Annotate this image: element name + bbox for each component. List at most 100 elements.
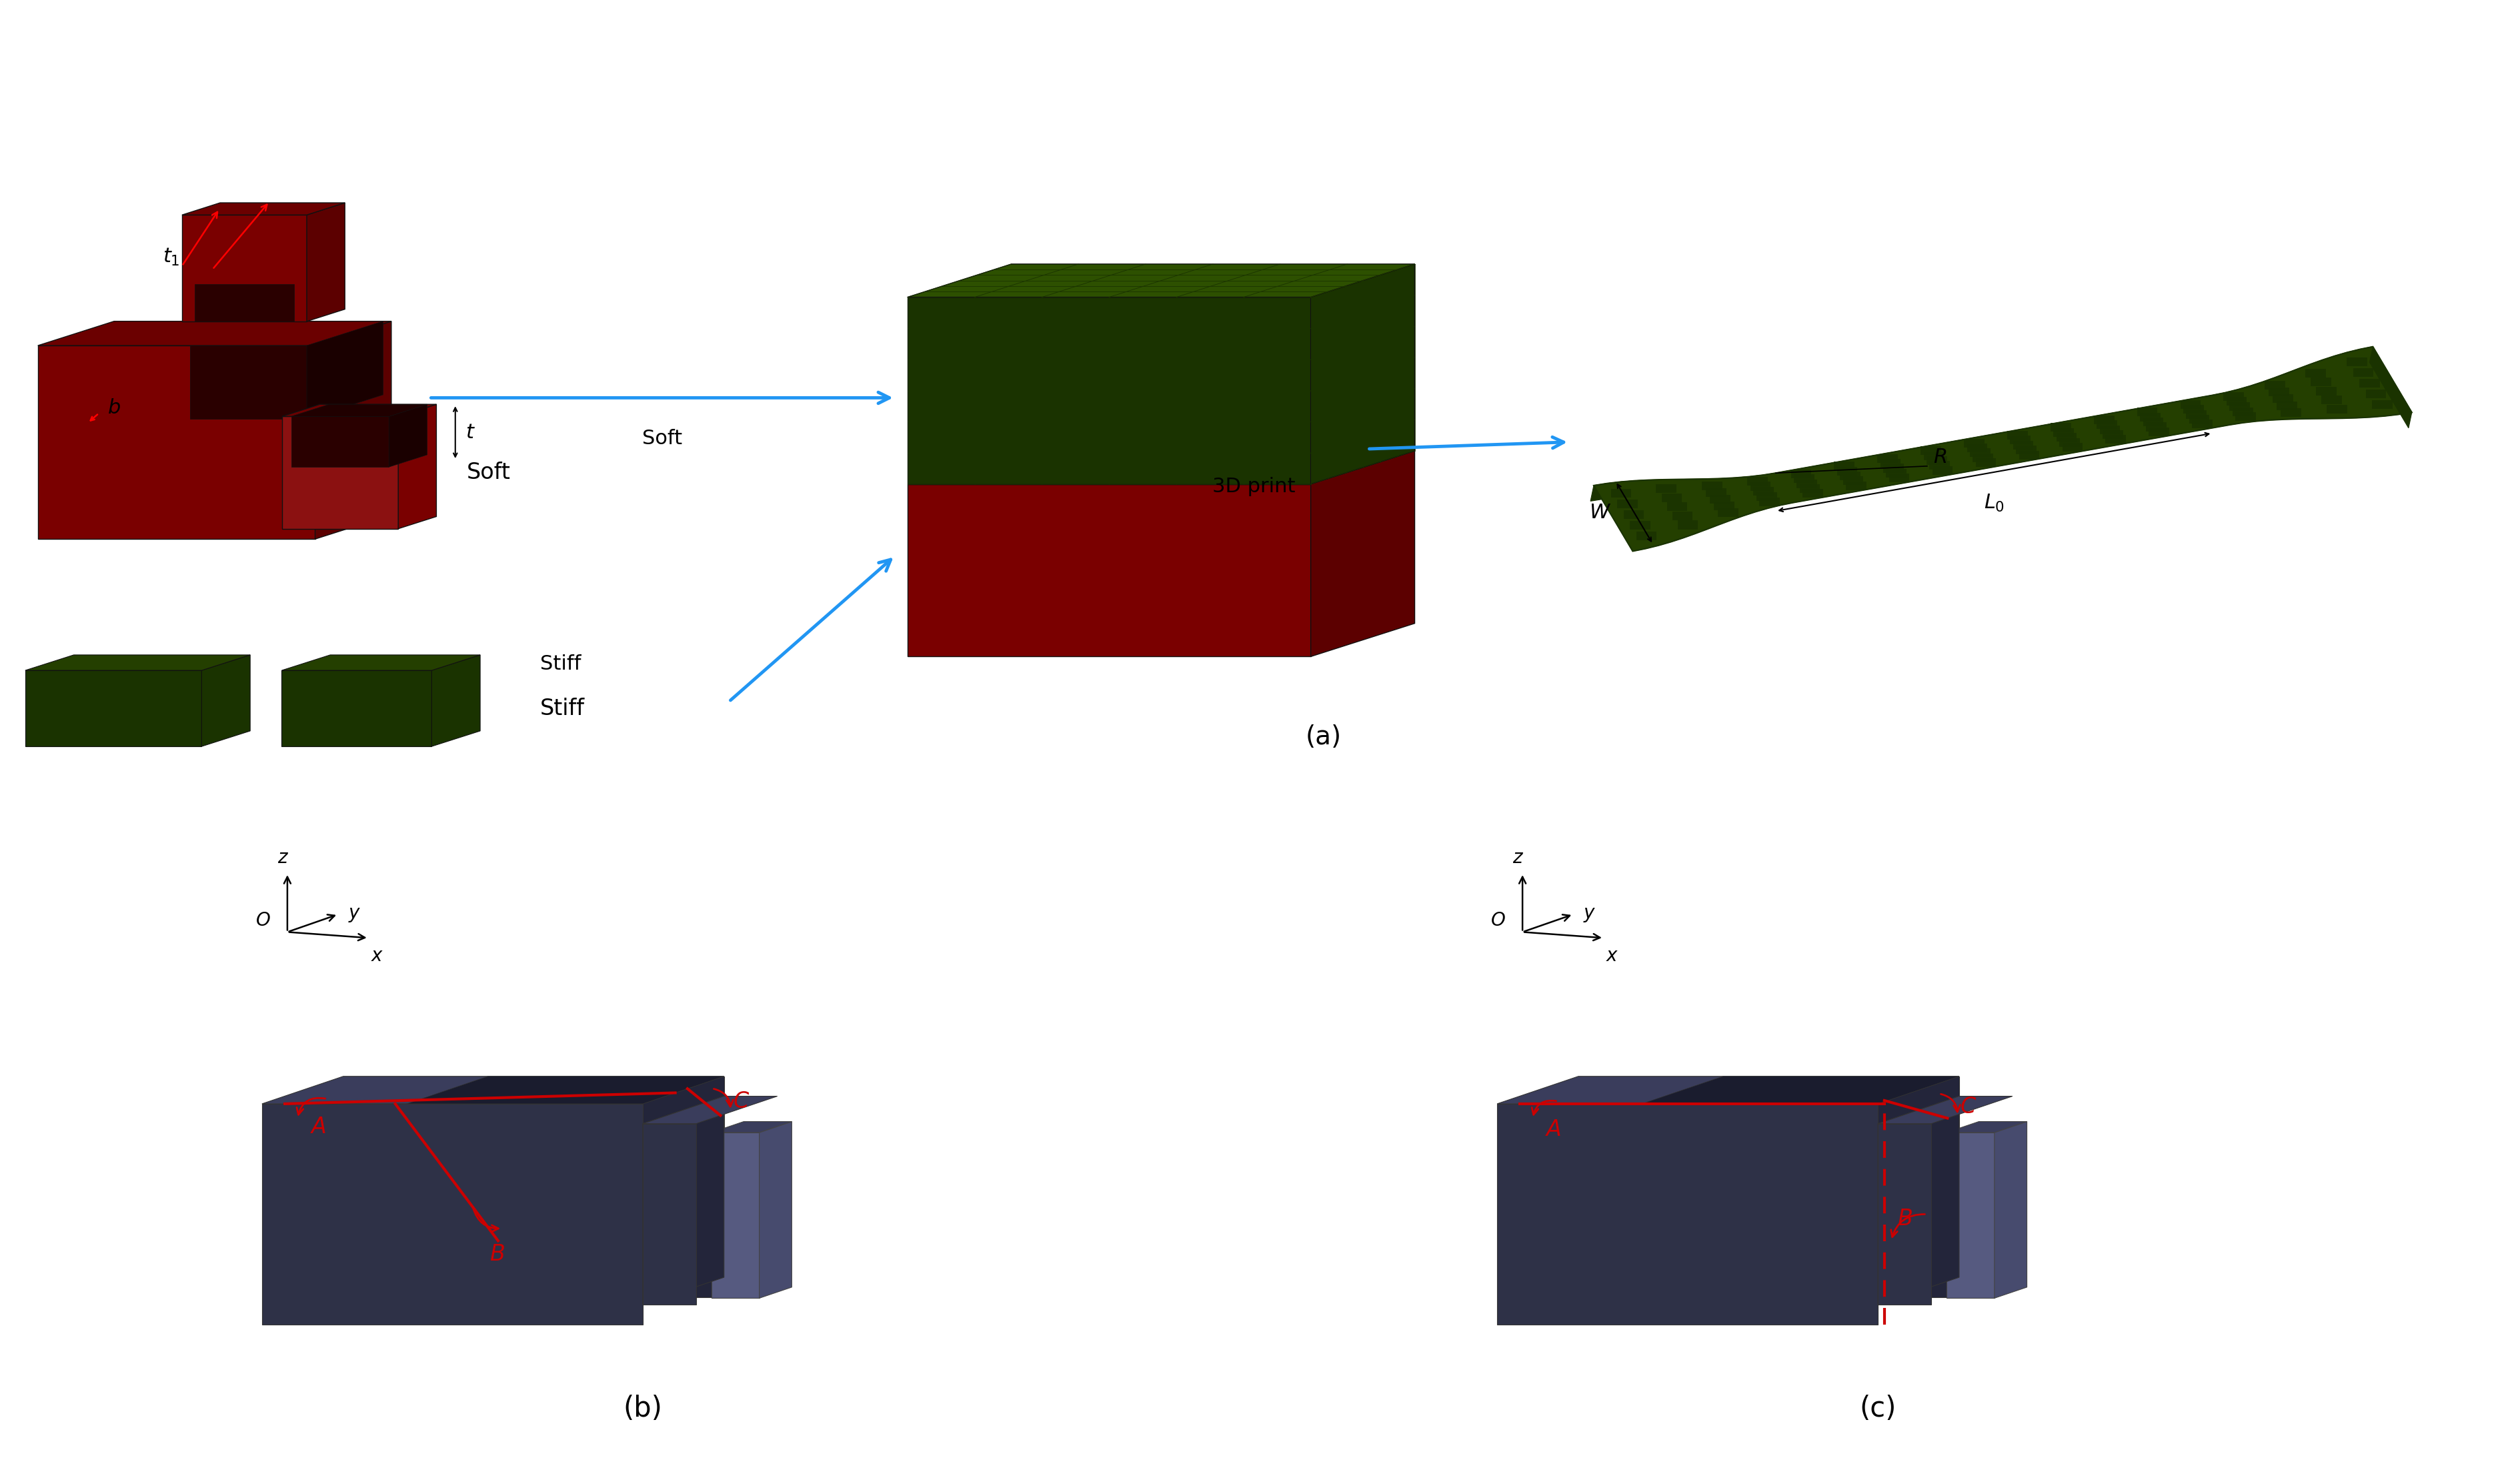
Polygon shape bbox=[38, 322, 391, 345]
Bar bbox=[1880, 459, 1900, 468]
Polygon shape bbox=[38, 345, 315, 539]
Bar bbox=[2225, 398, 2245, 406]
Text: $z$: $z$ bbox=[277, 848, 290, 867]
Polygon shape bbox=[711, 1133, 759, 1298]
Bar bbox=[2102, 430, 2122, 439]
Bar bbox=[2185, 409, 2205, 418]
Bar bbox=[1882, 463, 1903, 472]
Bar bbox=[1923, 452, 1943, 461]
Bar bbox=[2013, 440, 2034, 449]
Polygon shape bbox=[25, 655, 249, 671]
Bar bbox=[2263, 382, 2286, 390]
Polygon shape bbox=[406, 1076, 723, 1104]
Bar bbox=[1746, 477, 1767, 485]
Bar bbox=[1794, 474, 1814, 482]
Bar bbox=[2359, 379, 2379, 387]
Bar bbox=[1966, 443, 1986, 452]
Polygon shape bbox=[192, 345, 307, 420]
Bar bbox=[1799, 484, 1819, 493]
Bar bbox=[2137, 408, 2157, 417]
Bar bbox=[2371, 401, 2391, 409]
Polygon shape bbox=[907, 265, 1414, 297]
Bar bbox=[2147, 427, 2170, 436]
Bar bbox=[1877, 455, 1898, 462]
Bar bbox=[1759, 497, 1779, 506]
Polygon shape bbox=[643, 1096, 776, 1124]
Bar bbox=[1618, 500, 1638, 509]
Bar bbox=[2351, 368, 2374, 377]
Bar bbox=[2235, 412, 2255, 421]
Bar bbox=[1837, 466, 1857, 475]
Polygon shape bbox=[643, 1096, 723, 1304]
Bar bbox=[2142, 418, 2162, 427]
Polygon shape bbox=[398, 405, 436, 529]
Text: $C$: $C$ bbox=[1961, 1096, 1976, 1118]
Bar bbox=[2059, 439, 2079, 447]
Bar bbox=[1835, 462, 1855, 471]
Bar bbox=[1719, 509, 1739, 518]
Bar bbox=[2099, 425, 2119, 434]
Bar bbox=[2056, 433, 2076, 442]
Bar bbox=[1797, 480, 1817, 488]
Bar bbox=[1925, 456, 1945, 465]
Polygon shape bbox=[1945, 1121, 2026, 1133]
Bar bbox=[2223, 392, 2243, 401]
Text: $b$: $b$ bbox=[106, 398, 121, 417]
Polygon shape bbox=[194, 284, 295, 322]
Bar bbox=[2281, 408, 2301, 417]
Polygon shape bbox=[643, 1124, 696, 1304]
Bar bbox=[2061, 443, 2082, 452]
Text: (a): (a) bbox=[1305, 725, 1341, 750]
Bar bbox=[2311, 377, 2331, 386]
Bar bbox=[2268, 387, 2288, 396]
Bar bbox=[2104, 436, 2124, 444]
Bar bbox=[1973, 453, 1993, 462]
Text: $y$: $y$ bbox=[1583, 905, 1595, 924]
Polygon shape bbox=[315, 322, 391, 539]
Polygon shape bbox=[431, 655, 479, 747]
Bar bbox=[2273, 395, 2293, 404]
Bar bbox=[1630, 520, 1651, 529]
Bar bbox=[1933, 466, 1953, 475]
Polygon shape bbox=[262, 1076, 723, 1104]
Bar bbox=[1963, 439, 1983, 447]
Bar bbox=[2006, 431, 2026, 440]
Polygon shape bbox=[262, 1104, 643, 1325]
Text: Stiff: Stiff bbox=[539, 697, 585, 719]
Polygon shape bbox=[290, 405, 426, 417]
Polygon shape bbox=[1497, 1076, 1958, 1104]
Bar bbox=[1661, 493, 1681, 501]
Polygon shape bbox=[1945, 1133, 1993, 1298]
Polygon shape bbox=[759, 1121, 791, 1298]
Polygon shape bbox=[1593, 346, 2412, 551]
Text: $W$: $W$ bbox=[1588, 503, 1610, 522]
Polygon shape bbox=[282, 655, 479, 671]
Text: $t$: $t$ bbox=[466, 423, 476, 442]
Text: $A$: $A$ bbox=[1545, 1118, 1560, 1140]
Bar bbox=[2016, 446, 2036, 455]
Bar bbox=[1656, 484, 1676, 493]
Bar bbox=[2326, 405, 2346, 414]
Bar bbox=[1976, 458, 1996, 466]
Bar bbox=[2321, 396, 2341, 405]
Bar bbox=[1701, 481, 1721, 490]
Bar bbox=[2180, 401, 2200, 409]
Text: 3D print: 3D print bbox=[1212, 477, 1295, 496]
Polygon shape bbox=[907, 297, 1310, 484]
Polygon shape bbox=[907, 484, 1310, 656]
Polygon shape bbox=[290, 417, 388, 466]
Polygon shape bbox=[1877, 1096, 1958, 1304]
Polygon shape bbox=[1641, 1076, 1958, 1104]
Polygon shape bbox=[1310, 450, 1414, 656]
Bar bbox=[1623, 510, 1643, 519]
Text: $t_1$: $t_1$ bbox=[161, 247, 179, 268]
Bar bbox=[2019, 450, 2039, 459]
Text: $R$: $R$ bbox=[1933, 447, 1945, 466]
Text: $B$: $B$ bbox=[1898, 1208, 1913, 1230]
Bar bbox=[2097, 421, 2117, 428]
Bar bbox=[2366, 390, 2386, 399]
Polygon shape bbox=[1877, 1124, 1930, 1304]
Bar bbox=[1840, 472, 1860, 481]
Bar bbox=[1610, 488, 1630, 497]
Bar bbox=[1756, 493, 1777, 501]
